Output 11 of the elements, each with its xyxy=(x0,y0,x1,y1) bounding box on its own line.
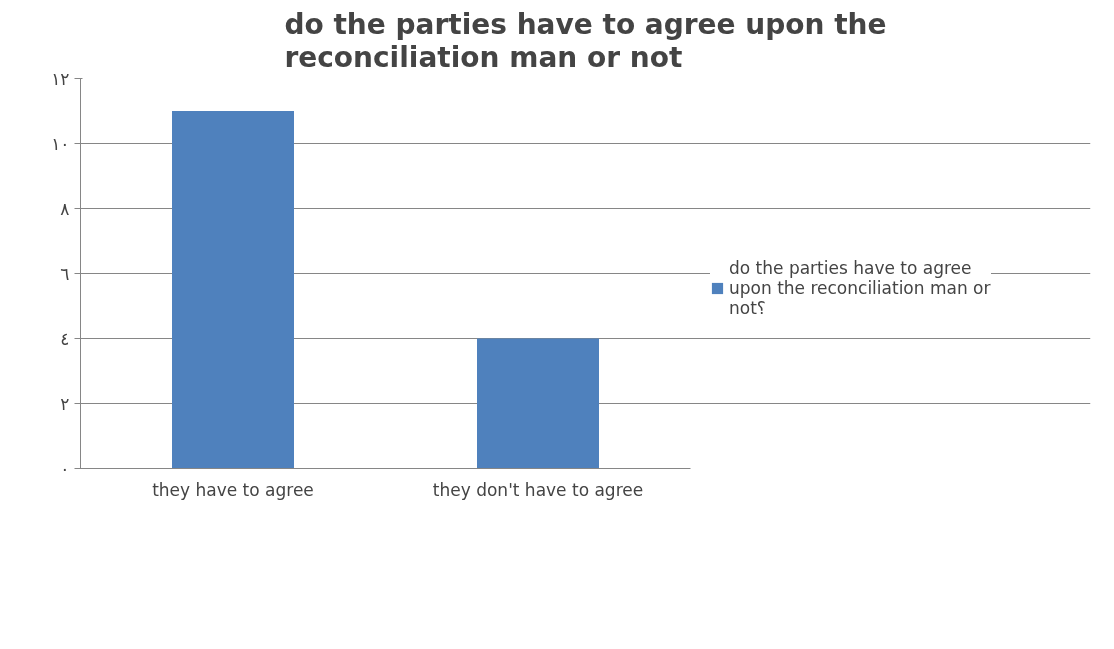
legend-label: do the parties have to agree upon the reconciliation man or not؟ xyxy=(729,258,991,318)
y-tick-label: ٢ xyxy=(60,393,70,414)
y-tick-label: ١٠ xyxy=(51,133,70,154)
chart-title: do the parties have to agree upon the reconciliation man or not xyxy=(284,7,887,74)
y-tick-label: ١٢ xyxy=(51,68,70,89)
x-tick-label: they have to agree xyxy=(152,479,314,500)
x-tick-label: they don't have to agree xyxy=(432,479,644,500)
y-tick-label: ٠ xyxy=(60,458,70,479)
y-tick-label: ٤ xyxy=(60,328,70,349)
y-tick-label: ٨ xyxy=(60,198,70,219)
y-tick-label: ٦ xyxy=(60,263,70,284)
